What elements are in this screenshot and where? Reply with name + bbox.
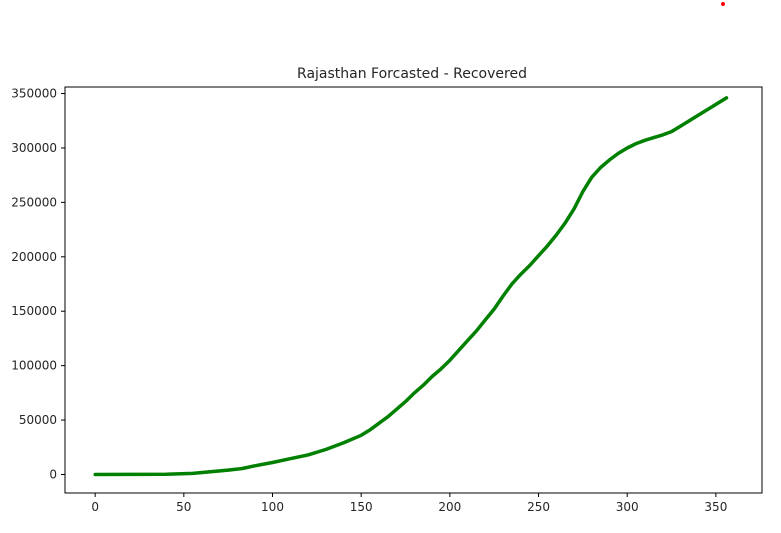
x-tick-label: 300 (616, 500, 639, 514)
x-tick-label: 0 (91, 500, 99, 514)
y-tick-label: 300000 (11, 141, 57, 155)
x-axis-ticks: 0 50 100 150 200 250 300 350 (91, 493, 727, 514)
y-tick-label: 250000 (11, 195, 57, 209)
y-axis-ticks: 0 50000 100000 150000 200000 250000 300000 3500… (11, 87, 65, 481)
y-tick-label: 200000 (11, 250, 57, 264)
x-tick-label: 150 (350, 500, 373, 514)
y-tick-label: 150000 (11, 304, 57, 318)
y-tick-label: 50000 (19, 413, 57, 427)
series-layer (93, 96, 729, 477)
y-tick-label: 0 (49, 467, 57, 481)
plot-area-frame (64, 86, 763, 494)
chart-title: Rajasthan Forcasted - Recovered (297, 66, 527, 82)
x-tick-label: 100 (261, 500, 284, 514)
x-tick-label: 50 (176, 500, 191, 514)
series-line (93, 96, 729, 477)
red-dot-marker (721, 2, 725, 6)
y-tick-label: 100000 (11, 359, 57, 373)
x-tick-label: 200 (438, 500, 461, 514)
x-tick-label: 350 (704, 500, 727, 514)
y-tick-label: 350000 (11, 87, 57, 101)
x-tick-label: 250 (527, 500, 550, 514)
